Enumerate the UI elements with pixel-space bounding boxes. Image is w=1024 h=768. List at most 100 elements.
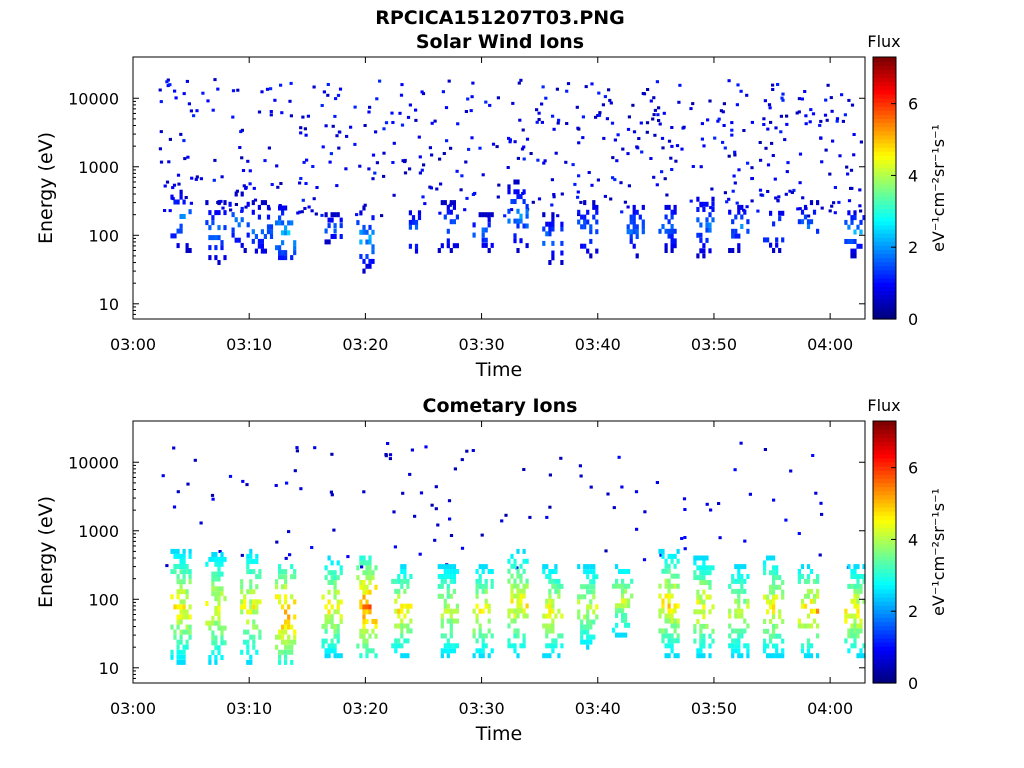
heatmap-cell bbox=[699, 248, 703, 254]
heatmap-cell bbox=[696, 207, 700, 212]
heatmap-cell bbox=[548, 226, 552, 232]
heatmap-cell bbox=[847, 583, 851, 589]
heatmap-cell bbox=[217, 620, 221, 626]
heatmap-cell bbox=[290, 594, 294, 600]
colorbar-swatch bbox=[873, 642, 896, 647]
colorbar-units: eV⁻¹cm⁻²sr⁻¹s⁻¹ bbox=[929, 488, 948, 616]
heatmap-cell bbox=[577, 219, 581, 225]
y-axis-label: Energy (eV) bbox=[35, 132, 57, 244]
heatmap-cell bbox=[548, 598, 552, 604]
heatmap-cell bbox=[324, 124, 328, 128]
heatmap-cell bbox=[252, 644, 256, 650]
heatmap-cell bbox=[258, 574, 262, 580]
heatmap-cell bbox=[333, 648, 337, 654]
heatmap-cell bbox=[508, 138, 512, 142]
heatmap-cell bbox=[249, 569, 253, 575]
heatmap-cell bbox=[217, 260, 221, 265]
heatmap-cell bbox=[217, 210, 221, 216]
colorbar-swatch bbox=[873, 429, 896, 434]
heatmap-cell bbox=[231, 115, 235, 119]
heatmap-cell bbox=[293, 245, 297, 251]
heatmap-cell bbox=[333, 580, 337, 585]
heatmap-cell bbox=[542, 569, 546, 574]
heatmap-cell bbox=[205, 561, 209, 567]
heatmap-cell bbox=[211, 556, 215, 562]
heatmap-cell bbox=[446, 243, 450, 249]
heatmap-cell bbox=[365, 565, 369, 571]
heatmap-cell bbox=[522, 558, 526, 564]
heatmap-cell bbox=[185, 564, 189, 569]
heatmap-cell bbox=[179, 553, 183, 559]
heatmap-cell bbox=[560, 643, 564, 649]
heatmap-cell bbox=[809, 108, 813, 112]
heatmap-cell bbox=[784, 518, 788, 522]
heatmap-cell bbox=[507, 623, 511, 629]
heatmap-cell bbox=[220, 655, 224, 660]
heatmap-cell bbox=[816, 228, 820, 234]
heatmap-cell bbox=[278, 574, 282, 580]
heatmap-cell bbox=[790, 191, 794, 194]
heatmap-cell bbox=[522, 638, 526, 644]
heatmap-cell bbox=[734, 214, 738, 220]
heatmap-cell bbox=[214, 235, 218, 241]
heatmap-cell bbox=[257, 204, 261, 210]
colorbar-swatch bbox=[873, 629, 896, 635]
heatmap-cell bbox=[586, 209, 590, 215]
heatmap-cell bbox=[362, 490, 366, 494]
heatmap-cell bbox=[548, 260, 552, 265]
heatmap-cell bbox=[554, 588, 558, 594]
heatmap-cell bbox=[173, 233, 177, 239]
heatmap-cell bbox=[589, 589, 593, 595]
heatmap-cell bbox=[228, 201, 232, 207]
heatmap-cell bbox=[513, 593, 517, 599]
heatmap-cell bbox=[443, 578, 447, 584]
heatmap-cell bbox=[763, 560, 767, 566]
heatmap-cell bbox=[320, 104, 324, 107]
heatmap-cell bbox=[182, 604, 186, 610]
heatmap-cell bbox=[504, 513, 508, 517]
heatmap-cell bbox=[393, 545, 397, 549]
heatmap-cell bbox=[667, 578, 671, 584]
heatmap-cell bbox=[579, 474, 583, 478]
heatmap-cell bbox=[266, 224, 271, 230]
heatmap-cell bbox=[281, 569, 285, 575]
heatmap-cell bbox=[769, 210, 773, 216]
heatmap-cell bbox=[447, 499, 452, 503]
heatmap-cell bbox=[333, 623, 337, 629]
heatmap-cell bbox=[214, 210, 218, 216]
heatmap-cell bbox=[394, 623, 398, 629]
heatmap-cell bbox=[410, 448, 414, 452]
heatmap-cell bbox=[400, 628, 404, 634]
heatmap-cell bbox=[541, 85, 545, 89]
heatmap-cell bbox=[182, 659, 186, 665]
heatmap-cells bbox=[161, 441, 866, 665]
heatmap-cell bbox=[795, 111, 799, 115]
heatmap-cell bbox=[443, 643, 447, 649]
heatmap-cell bbox=[171, 186, 175, 190]
heatmap-cell bbox=[367, 167, 371, 171]
heatmap-cell bbox=[278, 599, 282, 605]
heatmap-cell bbox=[537, 111, 541, 115]
heatmap-cell bbox=[475, 583, 479, 589]
heatmap-cell bbox=[270, 183, 274, 186]
heatmap-cell bbox=[516, 583, 520, 589]
heatmap-cell bbox=[838, 154, 842, 158]
heatmap-cell bbox=[188, 574, 192, 580]
heatmap-cell bbox=[321, 623, 325, 629]
heatmap-cell bbox=[167, 160, 171, 164]
heatmap-cell bbox=[478, 623, 482, 629]
heatmap-cell bbox=[304, 133, 308, 137]
heatmap-cell bbox=[284, 599, 288, 605]
heatmap-cell bbox=[176, 579, 180, 585]
colorbar-swatch bbox=[873, 282, 896, 287]
colorbar-units: eV⁻¹cm⁻²sr⁻¹s⁻¹ bbox=[929, 124, 948, 252]
heatmap-cell bbox=[471, 81, 475, 85]
heatmap-cell bbox=[411, 219, 416, 225]
heatmap-cell bbox=[363, 203, 367, 207]
heatmap-cell bbox=[516, 208, 520, 214]
heatmap-cell bbox=[371, 215, 375, 221]
heatmap-cell bbox=[737, 588, 741, 594]
heatmap-cell bbox=[595, 574, 599, 580]
heatmap-cell bbox=[597, 91, 601, 95]
